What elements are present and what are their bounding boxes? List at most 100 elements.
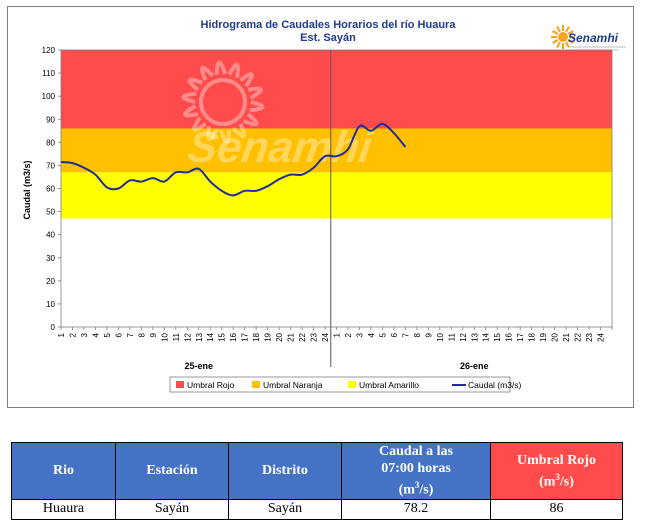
senamhi-sun-icon — [551, 25, 575, 49]
x-tick-label: 16 — [505, 332, 514, 341]
x-tick-label: 9 — [424, 332, 433, 337]
x-tick-label: 15 — [493, 332, 502, 341]
x-tick-label: 8 — [413, 332, 422, 337]
header-umbral-unit-end: /s) — [559, 474, 574, 490]
x-tick-label: 14 — [482, 332, 491, 341]
x-tick-label: 19 — [264, 332, 273, 341]
y-tick-label: 10 — [46, 300, 55, 309]
x-tick-label: 13 — [470, 332, 479, 341]
x-tick-label: 6 — [390, 332, 399, 337]
x-tick-label: 23 — [585, 332, 594, 341]
x-tick-label: 4 — [91, 332, 100, 337]
x-tick-label: 20 — [275, 332, 284, 341]
x-tick-label: 24 — [321, 332, 330, 341]
y-tick-label: 120 — [42, 46, 56, 55]
legend-swatch — [348, 381, 356, 388]
x-tick-label: 13 — [195, 332, 204, 341]
table-row: Huaura Sayán Sayán 78.2 86 — [11, 498, 623, 520]
header-caudal-line1: Caudal a las — [379, 444, 453, 459]
cell-caudal: 78.2 — [341, 498, 491, 520]
x-tick-label: 24 — [597, 332, 606, 341]
legend-entry: Umbral Naranja — [263, 380, 323, 390]
legend-entry: Umbral Rojo — [187, 380, 235, 390]
legend-swatch — [252, 381, 260, 388]
header-caudal-unit-sup: 3 — [414, 480, 420, 490]
x-tick-label: 3 — [80, 332, 89, 337]
y-tick-label: 30 — [46, 254, 55, 263]
x-tick-label: 1 — [333, 332, 342, 337]
x-tick-label: 18 — [252, 332, 261, 341]
series-layer — [60, 122, 407, 197]
x-tick-label: 15 — [218, 332, 227, 341]
x-tick-label: 10 — [436, 332, 445, 341]
series-line-caudal — [60, 122, 407, 197]
chart-frame: Senamhi 0 10 20 30 40 50 60 70 80 90 100 110 120 1 2 3 4… — [7, 6, 634, 408]
x-tick-label: 17 — [516, 332, 525, 341]
x-tick-label: 5 — [378, 332, 387, 337]
y-tick-label: 100 — [42, 92, 56, 101]
x-tick-label: 22 — [298, 332, 307, 341]
x-tick-label: 2 — [344, 332, 353, 337]
x-tick-label: 4 — [367, 332, 376, 337]
x-tick-label: 8 — [137, 332, 146, 337]
x-tick-label: 7 — [126, 332, 135, 337]
x-tick-label: 18 — [528, 332, 537, 341]
watermark: Senamhi — [181, 60, 377, 172]
table-header-row: Rio Estación Distrito Caudal a las 07:00… — [11, 442, 623, 500]
x-tick-label: 2 — [68, 332, 77, 337]
header-caudal-line2: 07:00 horas — [381, 461, 451, 476]
legend-box — [169, 376, 511, 393]
x-tick-label: 1 — [57, 332, 66, 337]
header-distrito: Distrito — [228, 442, 342, 500]
threshold-bands — [61, 50, 612, 219]
senamhi-logo-text: Senamhi — [568, 31, 619, 45]
x-tick-label: 5 — [103, 332, 112, 337]
header-caudal-unit: (m — [398, 482, 415, 498]
y-tick-label: 20 — [46, 277, 55, 286]
header-umbral-unit: (m — [539, 474, 556, 490]
y-tick-label: 50 — [46, 208, 55, 217]
day-label: 26-ene — [460, 361, 489, 371]
y-tick-label: 70 — [46, 161, 55, 170]
legend-entry: Caudal (m3/s) — [468, 380, 522, 390]
cell-distrito: Sayán — [228, 498, 342, 520]
header-umbral-rojo: Umbral Rojo (m3/s) — [490, 442, 623, 500]
chart-title: Hidrograma de Caudales Horarios del río … — [201, 19, 457, 31]
y-axis-label: Caudal (m3/s) — [22, 160, 32, 219]
axes — [58, 49, 613, 367]
y-tick-label: 0 — [51, 323, 56, 332]
legend: Umbral Rojo Umbral Naranja Umbral Amarillo… — [169, 376, 522, 393]
header-umbral-unit-sup: 3 — [555, 471, 560, 482]
header-estacion: Estación — [115, 442, 229, 500]
x-tick-label: 6 — [114, 332, 123, 337]
cell-estacion: Sayán — [115, 498, 229, 520]
legend-swatch — [176, 381, 184, 388]
header-umbral-line1: Umbral Rojo — [517, 452, 596, 468]
x-tick-label: 10 — [160, 332, 169, 341]
header-rio: Rio — [11, 442, 116, 500]
y-tick-label: 80 — [46, 138, 55, 147]
x-tick-label: 11 — [172, 332, 181, 341]
summary-table: Rio Estación Distrito Caudal a las 07:00… — [11, 442, 623, 520]
chart-subtitle: Est. Sayán — [300, 32, 356, 44]
header-caudal-unit-end: /s) — [419, 482, 434, 498]
watermark-text: Senamhi — [185, 123, 377, 172]
legend-entry: Umbral Amarillo — [359, 380, 419, 390]
band-umbral-rojo — [61, 50, 612, 129]
cell-rio: Huaura — [11, 498, 116, 520]
x-tick-label: 12 — [183, 332, 192, 341]
y-tick-label: 40 — [46, 231, 55, 240]
header-caudal: Caudal a las 07:00 horas (m3/s) — [341, 442, 491, 500]
x-tick-label: 16 — [229, 332, 238, 341]
day-label: 25-ene — [184, 361, 213, 371]
y-tick-label: 110 — [42, 69, 55, 78]
x-tick-label: 11 — [447, 332, 456, 341]
y-tick-label: 60 — [46, 185, 55, 194]
x-tick-label: 21 — [562, 332, 571, 341]
y-tick-label: 90 — [46, 115, 55, 124]
x-tick-label: 23 — [310, 332, 319, 341]
x-tick-label: 19 — [539, 332, 548, 341]
senamhi-logo: Senamhi — [551, 25, 626, 51]
